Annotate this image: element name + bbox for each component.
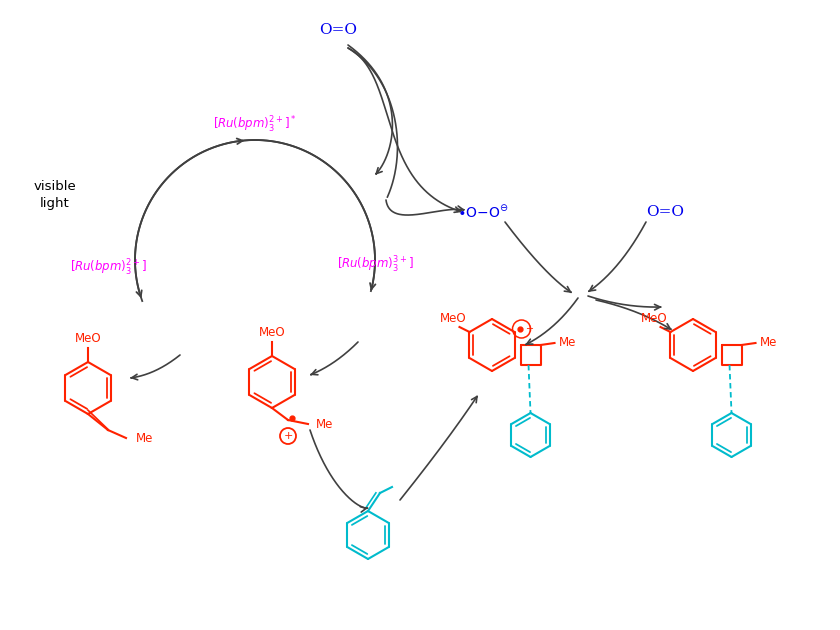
Text: O=O: O=O xyxy=(646,205,684,219)
Text: $\bullet$O$-$O$^{\ominus}$: $\bullet$O$-$O$^{\ominus}$ xyxy=(457,203,509,220)
Text: +: + xyxy=(526,324,533,334)
Text: MeO: MeO xyxy=(641,311,668,324)
Text: $\mathit{[Ru(bpm)_3^{2+}]}$: $\mathit{[Ru(bpm)_3^{2+}]}$ xyxy=(70,258,146,278)
Text: $\mathit{[Ru(bpm)_3^{3+}]}$: $\mathit{[Ru(bpm)_3^{3+}]}$ xyxy=(337,255,413,275)
Text: Me: Me xyxy=(136,432,154,445)
Text: +: + xyxy=(283,431,292,441)
Text: MeO: MeO xyxy=(75,333,102,345)
Text: MeO: MeO xyxy=(440,311,467,324)
Text: visible
light: visible light xyxy=(34,180,76,210)
Text: $\mathit{[Ru(bpm)_3^{2+}]^*}$: $\mathit{[Ru(bpm)_3^{2+}]^*}$ xyxy=(213,115,297,135)
Text: O=O: O=O xyxy=(319,23,357,37)
Text: Me: Me xyxy=(316,418,333,430)
Text: Me: Me xyxy=(759,336,777,350)
Text: MeO: MeO xyxy=(259,326,286,340)
Text: Me: Me xyxy=(559,336,576,350)
